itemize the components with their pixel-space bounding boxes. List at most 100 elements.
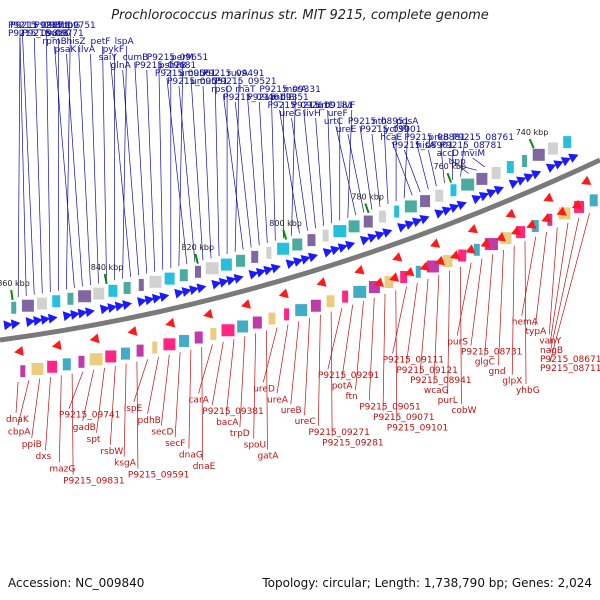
top-gene-label: livF xyxy=(340,101,356,111)
forward-gene-arrow xyxy=(85,307,95,318)
top-label-lines xyxy=(17,29,485,298)
feature-block xyxy=(47,360,58,373)
bottom-label-line xyxy=(549,222,569,344)
forward-gene-arrow xyxy=(181,287,192,297)
feature-block xyxy=(342,290,349,303)
bottom-label-line xyxy=(535,232,547,326)
bottom-label-line xyxy=(262,327,278,383)
top-gene-label: ruvA xyxy=(227,69,249,79)
feature-block xyxy=(163,338,176,351)
tick-mark xyxy=(194,253,199,264)
bottom-label-line xyxy=(136,361,139,469)
top-label-line xyxy=(190,77,204,261)
reverse-gene-arrow xyxy=(450,250,461,260)
tick-label: 860 kbp xyxy=(0,279,30,288)
bottom-label-line xyxy=(201,347,204,461)
bottom-gene-label: purS xyxy=(447,338,468,348)
bottom-label-lines xyxy=(15,213,590,475)
top-label-line xyxy=(279,109,300,234)
feature-block xyxy=(67,292,74,305)
reverse-gene-arrow xyxy=(14,345,24,356)
top-gene-label: livH xyxy=(304,109,321,119)
top-gene-label: P9215_09491 xyxy=(203,69,264,79)
forward-gene-arrow xyxy=(359,235,371,246)
top-label-line xyxy=(291,93,296,236)
top-label-line xyxy=(371,133,381,207)
forward-gene-arrow xyxy=(530,170,542,180)
top-gene-label: ureF xyxy=(328,109,348,119)
bottom-gene-label: P9215_09271 xyxy=(308,428,369,438)
feature-block xyxy=(435,189,444,202)
reverse-gene-arrow xyxy=(392,252,403,262)
forward-gene-arrow xyxy=(322,248,333,258)
forward-gene-arrow xyxy=(144,295,155,306)
bottom-label-line xyxy=(447,270,451,394)
bottom-gene-label: P9215_09741 xyxy=(59,411,120,421)
feature-block xyxy=(491,167,501,180)
feature-block xyxy=(473,243,480,256)
forward-gene-arrow xyxy=(553,160,564,170)
forward-gene-arrow xyxy=(330,245,341,256)
tick-label: 840 kbp xyxy=(91,263,124,272)
bottom-gene-label: P9215_09831 xyxy=(63,477,124,487)
top-gene-label: umuD xyxy=(179,69,206,79)
reverse-gene-arrow xyxy=(278,288,289,299)
feature-block xyxy=(78,355,85,368)
top-label-line xyxy=(66,29,71,290)
reverse-gene-arrow xyxy=(127,326,138,336)
top-gene-label: P9215_09561 xyxy=(155,69,216,79)
feature-block xyxy=(194,331,203,344)
forward-gene-arrow xyxy=(478,191,490,202)
top-gene-label: perM xyxy=(171,53,194,63)
top-gene-label: P9215_08901 xyxy=(392,141,453,151)
bottom-gene-label: cobW xyxy=(451,406,476,416)
bottom-gene-label: secF xyxy=(165,439,185,449)
forward-gene-arrow xyxy=(486,188,497,199)
reverse-gene-arrow xyxy=(373,277,384,287)
forward-gene-arrow xyxy=(99,304,110,315)
feature-block xyxy=(277,242,290,255)
kbp-ticks: 860 kbp 840 kbp 820 kbp 800 kbp 780 kbp 760 k… xyxy=(0,128,548,301)
forward-gene-arrow xyxy=(545,163,557,173)
feature-block xyxy=(461,178,475,191)
forward-gene-arrow xyxy=(248,270,259,280)
reverse-gene-arrow xyxy=(480,238,491,248)
bottom-gene-label: secD xyxy=(151,428,173,438)
top-label-line xyxy=(403,125,409,199)
bottom-label-line xyxy=(456,262,472,336)
feature-block xyxy=(194,265,201,278)
top-label-line xyxy=(303,109,316,229)
feature-block xyxy=(138,278,144,291)
top-gene-label: accD xyxy=(437,149,459,159)
reverse-gene-arrow xyxy=(543,192,554,202)
forward-gene-arrow xyxy=(367,233,378,243)
feature-block xyxy=(368,281,380,294)
forward-gene-arrow xyxy=(10,319,21,330)
feature-block xyxy=(322,229,329,242)
feature-block xyxy=(62,358,71,371)
bottom-label-line xyxy=(147,356,159,414)
top-label-line xyxy=(17,29,21,298)
feature-block xyxy=(310,299,321,312)
bottom-gene-label: ppiB xyxy=(22,440,42,450)
bottom-label-line xyxy=(392,286,407,354)
top-gene-label: petF xyxy=(91,37,111,47)
bottom-label-line xyxy=(225,339,235,417)
bottom-label-line xyxy=(17,380,30,426)
bottom-label-line xyxy=(433,274,440,384)
top-label-line xyxy=(234,77,240,252)
bottom-gene-label: mazG xyxy=(49,464,75,474)
reverse-gene-arrow xyxy=(434,255,445,266)
feature-block xyxy=(123,281,131,294)
forward-gene-arrow xyxy=(307,252,318,263)
forward-gene-arrow xyxy=(33,316,43,326)
top-label-line xyxy=(428,149,437,187)
bottom-gene-label: gatA xyxy=(257,451,279,461)
bottom-gene-label: cbpA xyxy=(8,427,31,437)
bottom-gene-label: hemA xyxy=(512,318,539,328)
forward-gene-arrow xyxy=(137,297,147,307)
bottom-label-line xyxy=(498,249,504,365)
bottom-label-line xyxy=(484,254,494,356)
bottom-label-line xyxy=(276,324,289,394)
top-gene-label: umuC xyxy=(191,77,217,87)
